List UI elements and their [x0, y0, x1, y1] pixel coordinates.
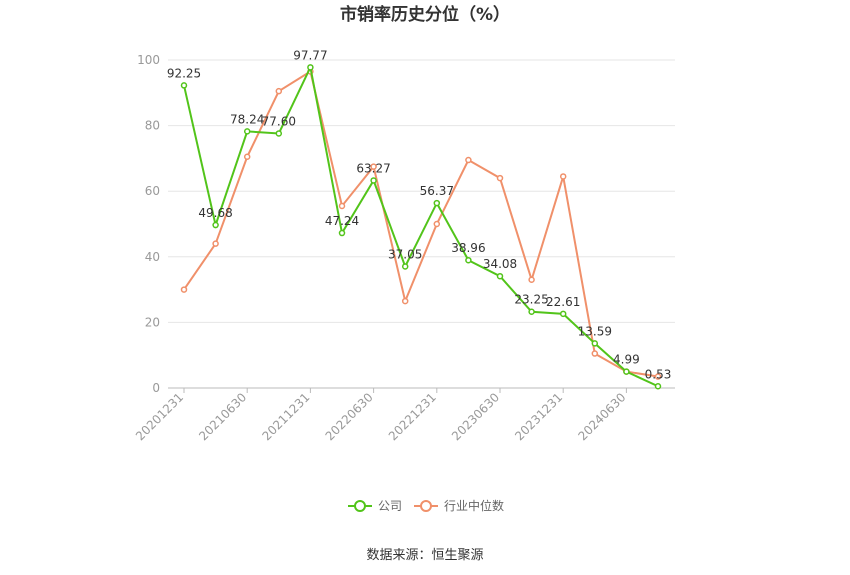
y-tick-label: 60	[145, 184, 160, 198]
series-0-point[interactable]	[307, 64, 314, 71]
series-0-point[interactable]	[433, 199, 441, 207]
series-line-0	[183, 64, 659, 388]
x-tick-label: 20211231	[259, 390, 312, 443]
data-label: 63.27	[356, 161, 390, 175]
series-0-point[interactable]	[243, 128, 251, 135]
data-label: 47.24	[325, 214, 359, 228]
data-label: 13.59	[578, 324, 612, 338]
series-1-point[interactable]	[338, 202, 346, 210]
series-line-1	[183, 69, 659, 378]
series-1-point[interactable]	[180, 286, 188, 293]
series-1-point[interactable]	[243, 153, 251, 161]
series-1-point[interactable]	[370, 163, 377, 170]
x-tick-label: 20201231	[133, 390, 186, 443]
series-0-point[interactable]	[401, 263, 409, 270]
grid	[168, 59, 675, 389]
legend-industry-marker	[420, 500, 432, 512]
x-tick-label: 20231231	[512, 390, 565, 443]
y-tick-label: 100	[137, 53, 160, 67]
series-1-point[interactable]	[465, 156, 472, 164]
data-label: 4.99	[613, 353, 640, 367]
series-0-point[interactable]	[338, 229, 346, 237]
series-1-point[interactable]	[212, 240, 219, 247]
y-tick-label: 40	[145, 250, 160, 264]
series-1-point[interactable]	[559, 173, 567, 180]
data-label: 37.05	[388, 247, 422, 261]
y-tick-label: 20	[145, 315, 160, 329]
data-label: 56.37	[420, 184, 454, 198]
series-1-point[interactable]	[496, 174, 504, 182]
series-0-point[interactable]	[591, 340, 599, 347]
y-tick-label: 80	[145, 119, 160, 133]
y-tick-label: 0	[152, 381, 160, 395]
series-0-point[interactable]	[559, 310, 567, 318]
data-label: 22.61	[546, 295, 580, 309]
data-label: 92.25	[167, 66, 201, 80]
series-0-point[interactable]	[496, 272, 504, 280]
series-0-point[interactable]	[623, 368, 630, 375]
series-1-point[interactable]	[275, 87, 283, 95]
series-0-point[interactable]	[654, 383, 662, 390]
x-axis: 20201231 20210630 20211231 20220630 20221231…	[133, 388, 629, 443]
x-tick-label: 20240630	[575, 390, 628, 443]
series-0-point[interactable]	[465, 256, 472, 264]
series-0-point[interactable]	[370, 177, 377, 184]
data-label: 23.25	[514, 293, 548, 307]
data-label: 38.96	[451, 241, 485, 255]
series-1-point[interactable]	[401, 297, 409, 305]
data-label: 97.77	[293, 48, 327, 62]
series-1-point[interactable]	[654, 373, 662, 380]
legend-company-label[interactable]: 公司	[378, 499, 402, 513]
x-tick-label: 20230630	[449, 390, 502, 443]
series-1-point[interactable]	[433, 220, 441, 228]
series-1-point[interactable]	[528, 276, 535, 284]
data-label: 49.68	[198, 206, 232, 220]
data-label: 0.53	[645, 367, 672, 381]
series-layer	[180, 64, 662, 390]
x-tick-label: 20210630	[196, 390, 249, 443]
series-1-point[interactable]	[591, 350, 599, 357]
chart-title: 市销率历史分位（%）	[340, 4, 510, 25]
source-note: 数据来源：恒生聚源	[366, 548, 483, 563]
series-0-point[interactable]	[180, 82, 188, 89]
legend[interactable]: 公司 行业中位数	[348, 498, 504, 513]
series-0-point[interactable]	[212, 221, 219, 229]
data-label: 34.08	[483, 257, 517, 271]
legend-company-marker	[354, 500, 366, 512]
x-tick-label: 20220630	[323, 390, 376, 443]
data-label: 78.24	[230, 112, 264, 126]
data-label: 77.60	[262, 114, 296, 128]
x-tick-label: 20221231	[386, 390, 439, 443]
legend-industry-label[interactable]: 行业中位数	[444, 498, 504, 513]
y-axis: 0 20 40 60 80 100	[137, 53, 160, 395]
series-0-point[interactable]	[528, 308, 535, 315]
series-0-point[interactable]	[275, 130, 283, 137]
